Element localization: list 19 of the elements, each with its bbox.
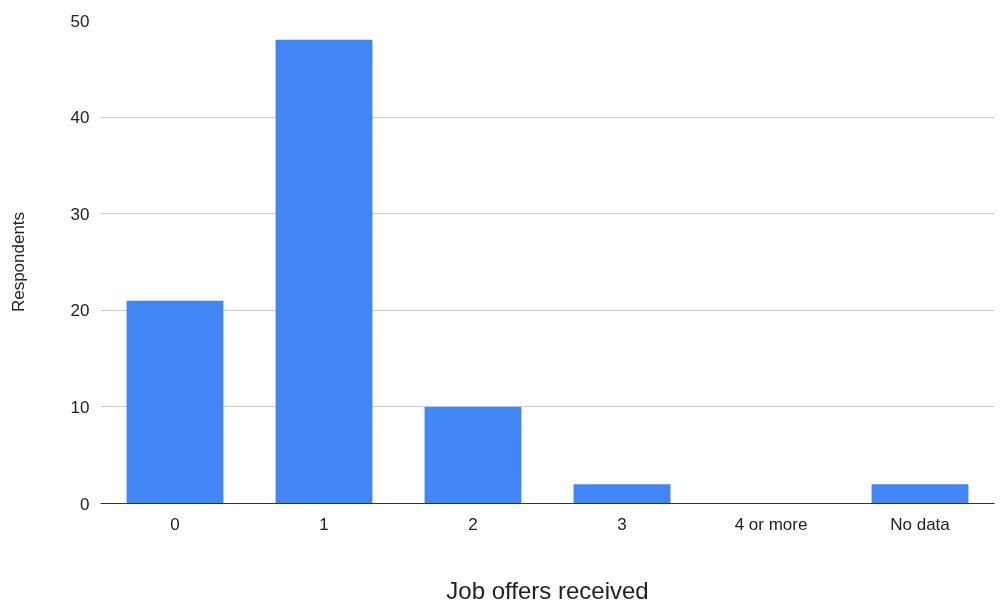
bar — [275, 39, 373, 504]
bar — [424, 406, 522, 504]
y-tick-label: 0 — [80, 494, 90, 514]
bar — [573, 484, 671, 504]
y-tick-label: 40 — [70, 108, 90, 128]
bar — [871, 484, 969, 504]
y-tick-label: 20 — [70, 301, 90, 321]
x-tick-label: 0 — [170, 514, 180, 534]
y-tick-label: 30 — [70, 204, 90, 224]
x-tick-label: No data — [890, 514, 951, 534]
y-axis-title: Respondents — [8, 211, 28, 313]
bar — [126, 300, 224, 504]
y-tick-label: 50 — [70, 11, 90, 31]
x-tick-label: 3 — [617, 514, 627, 534]
x-tick-label: 4 or more — [734, 514, 808, 534]
x-tick-label: 2 — [468, 514, 478, 534]
x-tick-label: 1 — [319, 514, 329, 534]
y-tick-label: 10 — [70, 397, 90, 417]
x-axis-title: Job offers received — [446, 576, 649, 604]
